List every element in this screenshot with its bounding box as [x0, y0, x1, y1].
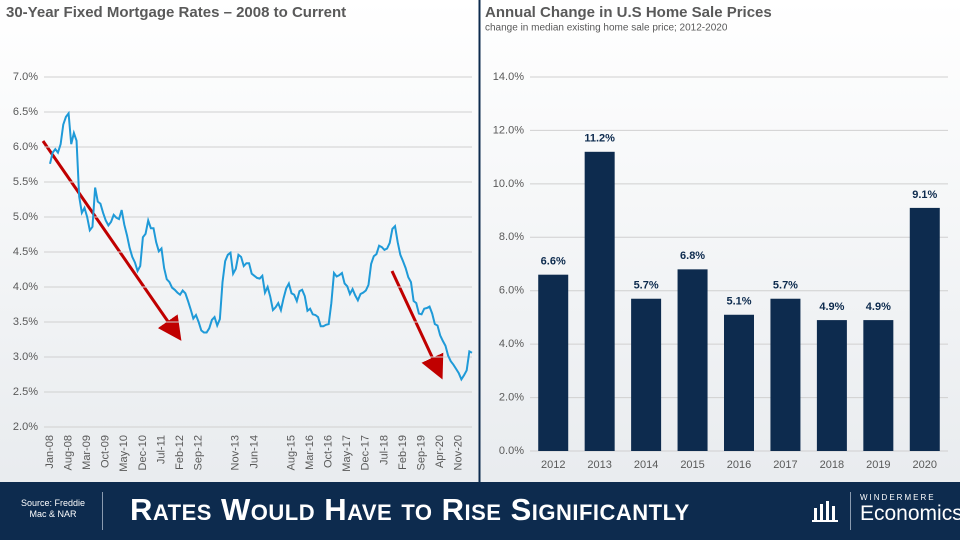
- bar: [863, 320, 894, 451]
- y-tick-label: 10.0%: [493, 178, 524, 190]
- value-label: 6.6%: [541, 256, 566, 268]
- brand: WINDERMERE: [860, 493, 936, 502]
- x-tick-label: Dec-17: [360, 435, 372, 470]
- value-label: 4.9%: [819, 301, 844, 313]
- x-tick-label: Sep-12: [193, 435, 205, 470]
- chart-title: Annual Change in U.S Home Sale Prices: [485, 4, 772, 21]
- chart-subtitle: change in median existing home sale pric…: [485, 23, 728, 34]
- x-tick-label: 2015: [680, 459, 704, 471]
- x-tick-label: Oct-16: [323, 435, 335, 468]
- x-tick-label: Jul-11: [155, 435, 167, 464]
- bar: [631, 298, 662, 451]
- value-label: 5.7%: [773, 280, 798, 292]
- separator: [102, 492, 103, 530]
- x-tick-label: 2020: [913, 459, 937, 471]
- y-tick-label: 8.0%: [499, 231, 524, 243]
- value-label: 5.7%: [634, 280, 659, 292]
- separator: [850, 492, 851, 530]
- charts: 30-Year Fixed Mortgage Rates – 2008 to C…: [6, 0, 948, 482]
- brand-sub: Economics: [860, 502, 960, 525]
- y-tick-label: 0.0%: [499, 445, 524, 457]
- y-tick-label: 2.0%: [499, 391, 524, 403]
- x-tick-label: Aug-15: [285, 435, 297, 470]
- x-tick-label: 2012: [541, 459, 565, 471]
- x-tick-label: 2013: [587, 459, 611, 471]
- headline: Rates Would Have to Rise Significantly: [130, 492, 690, 527]
- y-tick-label: 5.0%: [13, 211, 38, 223]
- y-tick-label: 5.5%: [13, 176, 38, 188]
- x-tick-label: 2016: [727, 459, 751, 471]
- x-tick-label: Jun-14: [248, 435, 260, 469]
- y-tick-label: 6.5%: [13, 106, 38, 118]
- x-tick-label: Aug-08: [62, 435, 74, 470]
- logo-icon: [812, 501, 838, 522]
- bar: [770, 298, 801, 451]
- y-tick-label: 4.5%: [13, 246, 38, 258]
- x-tick-label: Mar-16: [304, 435, 316, 470]
- y-tick-label: 2.5%: [13, 386, 38, 398]
- value-label: 9.1%: [912, 189, 937, 201]
- x-tick-label: Sep-19: [415, 435, 427, 470]
- y-tick-label: 6.0%: [13, 141, 38, 153]
- y-tick-label: 3.5%: [13, 316, 38, 328]
- y-tick-label: 3.0%: [13, 351, 38, 363]
- x-tick-label: May-10: [118, 435, 130, 472]
- source: Source: Freddie Mac & NAR: [20, 498, 86, 519]
- trend-arrow: [41, 140, 182, 341]
- bar: [909, 207, 940, 451]
- bar: [724, 314, 754, 451]
- x-tick-label: Feb-19: [397, 435, 409, 470]
- x-tick-label: Nov-13: [230, 435, 242, 470]
- y-tick-label: 7.0%: [13, 71, 38, 83]
- x-tick-label: Jan-08: [44, 435, 56, 469]
- x-tick-label: 2018: [820, 459, 844, 471]
- x-tick-label: Nov-20: [453, 435, 465, 470]
- x-tick-label: 2014: [634, 459, 658, 471]
- line-series: [49, 110, 473, 382]
- value-label: 4.9%: [866, 301, 891, 313]
- y-tick-label: 12.0%: [493, 124, 524, 136]
- bar: [584, 151, 615, 452]
- chart-title: 30-Year Fixed Mortgage Rates – 2008 to C…: [6, 4, 346, 21]
- value-label: 6.8%: [680, 250, 705, 262]
- footer: Source: Freddie Mac & NAR Rates Would Ha…: [0, 482, 960, 540]
- x-tick-label: Dec-10: [137, 435, 149, 470]
- x-tick-label: Apr-20: [434, 435, 446, 468]
- x-tick-label: 2017: [773, 459, 797, 471]
- value-label: 5.1%: [726, 296, 751, 308]
- x-tick-label: May-17: [341, 435, 353, 472]
- value-label: 11.2%: [584, 133, 615, 145]
- bar: [816, 320, 847, 451]
- x-tick-label: 2019: [866, 459, 890, 471]
- x-tick-label: Oct-09: [100, 435, 112, 468]
- x-tick-label: Feb-12: [174, 435, 186, 470]
- y-tick-label: 4.0%: [499, 338, 524, 350]
- bar: [677, 269, 708, 451]
- x-tick-label: Mar-09: [81, 435, 93, 470]
- y-tick-label: 2.0%: [13, 421, 38, 433]
- y-tick-label: 6.0%: [499, 285, 524, 297]
- x-tick-label: Jul-18: [378, 435, 390, 465]
- y-tick-label: 14.0%: [493, 71, 524, 83]
- bar: [538, 274, 569, 451]
- y-tick-label: 4.0%: [13, 281, 38, 293]
